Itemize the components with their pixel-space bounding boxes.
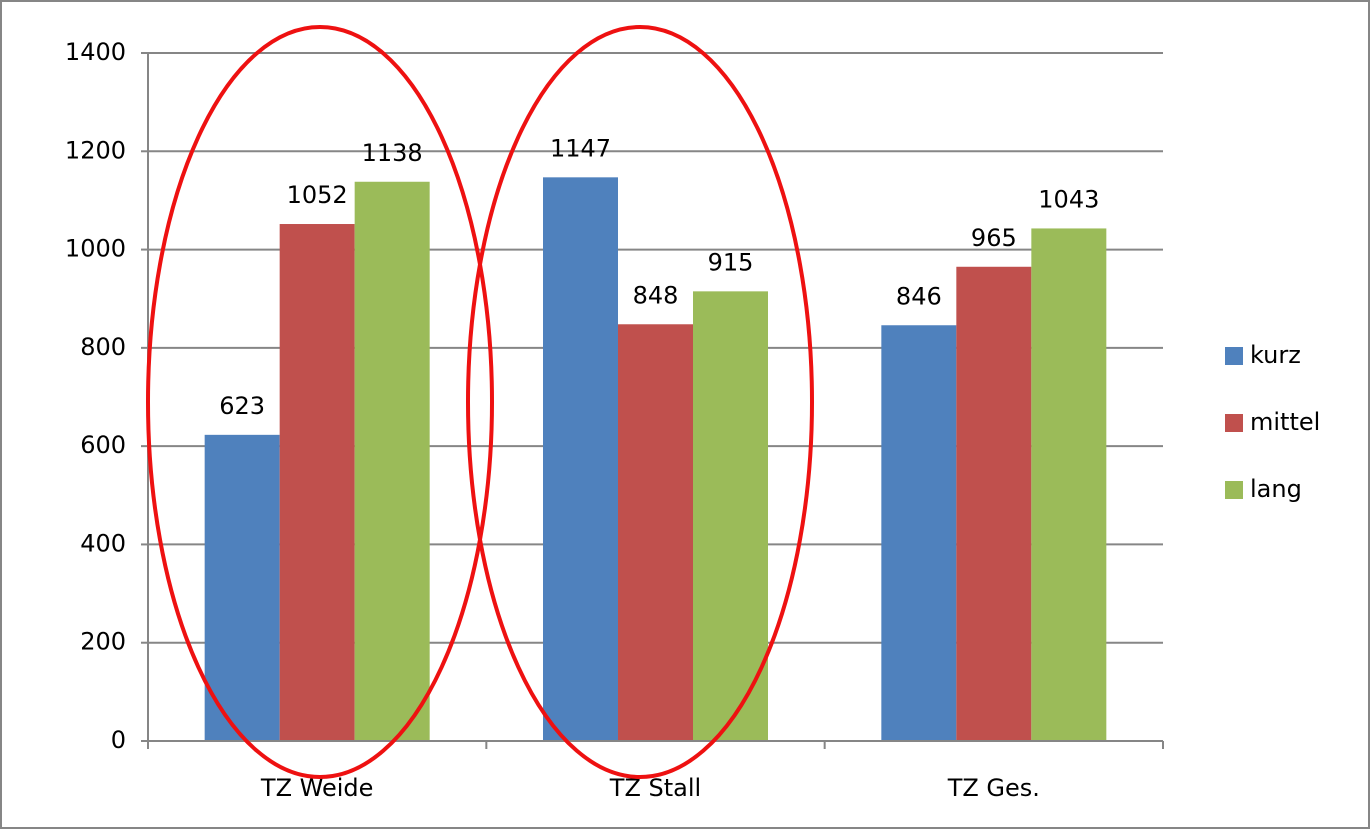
y-tick-label: 400: [80, 529, 126, 557]
value-label: 1138: [362, 139, 423, 167]
y-tick-label: 600: [80, 431, 126, 459]
annotation-ellipse: [466, 25, 814, 779]
value-label: 1043: [1038, 185, 1099, 213]
legend-swatch: [1225, 414, 1243, 432]
y-tick-label: 800: [80, 333, 126, 361]
bar: [881, 325, 957, 741]
legend-label: mittel: [1250, 408, 1320, 436]
bar: [543, 177, 618, 741]
legend-swatch: [1225, 481, 1243, 499]
y-tick-label: 1200: [65, 136, 126, 164]
x-tick-label: TZ Ges.: [947, 774, 1040, 802]
value-label: 846: [896, 282, 942, 310]
bar: [279, 224, 355, 741]
value-label: 1052: [287, 181, 348, 209]
x-tick-label: TZ Stall: [609, 774, 701, 802]
value-label: 848: [633, 281, 679, 309]
y-tick-label: 200: [80, 628, 126, 656]
legend-label: kurz: [1250, 341, 1301, 369]
value-label: 1147: [550, 134, 611, 162]
value-label: 965: [971, 224, 1017, 252]
bar: [956, 266, 1032, 741]
bar: [1031, 228, 1107, 741]
y-tick-label: 0: [111, 726, 126, 754]
legend-label: lang: [1250, 475, 1302, 503]
annotation-ellipse: [146, 25, 494, 779]
bar: [618, 324, 693, 741]
y-tick-label: 1000: [65, 235, 126, 263]
value-label: 623: [219, 392, 265, 420]
bar: [693, 291, 768, 741]
bar: [354, 181, 430, 742]
legend-swatch: [1225, 347, 1243, 365]
value-label: 915: [708, 248, 754, 276]
bar: [204, 434, 280, 741]
y-tick-label: 1400: [65, 38, 126, 66]
